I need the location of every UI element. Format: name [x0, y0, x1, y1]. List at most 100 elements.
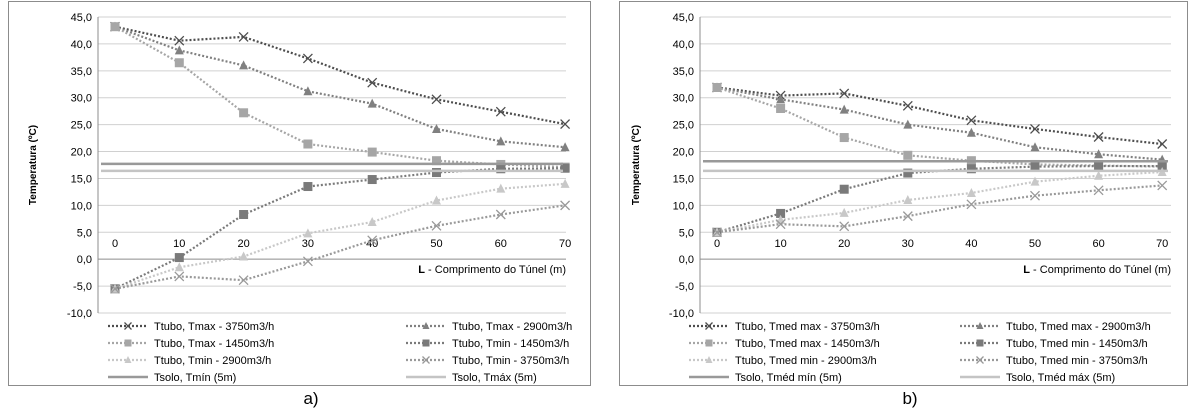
- data-point: [496, 164, 506, 174]
- data-point: [903, 194, 913, 204]
- series-line: [114, 204, 566, 290]
- legend-label: Ttubo, Tmax - 1450m3/h: [154, 338, 274, 350]
- data-point: [560, 119, 571, 130]
- data-point: [839, 104, 849, 114]
- data-point: [174, 271, 185, 282]
- data-point: [705, 322, 713, 330]
- data-point: [1030, 142, 1040, 152]
- y-tick-label: 5,0: [77, 227, 92, 239]
- legend-label: Ttubo, Tmax - 3750m3/h: [154, 321, 274, 333]
- series-line: [716, 170, 1163, 234]
- y-tick-label: 15,0: [673, 173, 694, 185]
- data-point: [495, 209, 506, 220]
- data-point: [367, 175, 377, 185]
- data-point: [239, 60, 249, 70]
- data-point: [367, 77, 378, 88]
- series-line: [114, 182, 566, 290]
- data-point: [110, 283, 120, 294]
- data-point: [966, 187, 976, 197]
- data-point: [174, 58, 184, 68]
- data-point: [302, 53, 313, 64]
- legend-label: Ttubo, Tmin - 3750m3/h: [452, 355, 569, 367]
- legend-entry: Ttubo, Tmax - 1450m3/h: [108, 338, 274, 350]
- x-tick-label: 60: [495, 238, 507, 250]
- data-point: [1094, 161, 1104, 171]
- data-point: [839, 184, 849, 194]
- data-point: [238, 275, 249, 286]
- data-point: [110, 22, 120, 32]
- data-point: [496, 136, 506, 146]
- data-point: [367, 217, 377, 227]
- data-point: [966, 164, 976, 174]
- data-point: [839, 133, 849, 143]
- data-point: [1030, 190, 1040, 201]
- data-point: [903, 119, 913, 129]
- legend-entry: Tsolo, Tmáx (5m): [406, 372, 537, 384]
- data-point: [560, 178, 570, 188]
- data-point: [422, 356, 430, 364]
- data-point: [432, 123, 441, 133]
- chart-frame: [8, 1, 591, 386]
- data-point: [776, 103, 786, 113]
- x-tick-label: 70: [559, 238, 571, 250]
- y-tick-label: 35,0: [673, 66, 694, 78]
- data-point: [1094, 170, 1104, 180]
- legend-entry: Tsolo, Tméd mín (5m): [689, 372, 842, 384]
- data-point: [239, 108, 249, 118]
- data-point: [560, 200, 571, 211]
- data-point: [976, 322, 984, 329]
- legend-label: Ttubo, Tmed max - 1450m3/h: [735, 338, 880, 350]
- y-tick-label: 25,0: [71, 120, 92, 132]
- y-axis-title: Temperatura (ºC): [631, 125, 642, 205]
- legend-label: Ttubo, Tmin - 2900m3/h: [154, 355, 271, 367]
- y-tick-label: 0,0: [679, 254, 694, 266]
- x-tick-label: 20: [237, 238, 249, 250]
- legend-entry: Ttubo, Tmin - 2900m3/h: [108, 355, 271, 367]
- data-point: [302, 256, 313, 267]
- data-point: [431, 94, 442, 105]
- x-tick-label: 30: [902, 238, 914, 250]
- y-tick-label: 0,0: [77, 254, 92, 266]
- y-tick-label: -5,0: [675, 281, 694, 293]
- data-point: [776, 208, 786, 218]
- data-point: [239, 251, 249, 261]
- data-point: [303, 228, 313, 238]
- legend-label: Ttubo, Tmed max - 2900m3/h: [1006, 321, 1151, 333]
- data-point: [1157, 161, 1167, 171]
- data-point: [1093, 132, 1104, 142]
- legend-label: Ttubo, Tmed min - 3750m3/h: [1006, 355, 1148, 367]
- data-point: [422, 322, 430, 329]
- data-point: [1030, 162, 1040, 172]
- x-tick-label: 40: [965, 238, 977, 250]
- data-point: [976, 339, 984, 347]
- data-point: [839, 207, 849, 217]
- y-tick-label: -10,0: [67, 308, 92, 320]
- legend-label: Tsolo, Tmáx (5m): [452, 372, 537, 384]
- y-tick-label: 10,0: [71, 200, 92, 212]
- data-point: [705, 356, 713, 363]
- legend-label: Ttubo, Tmed min - 2900m3/h: [735, 355, 877, 367]
- y-tick-label: 20,0: [673, 147, 694, 159]
- data-point: [966, 115, 977, 126]
- data-point: [124, 339, 132, 347]
- series-line: [114, 25, 566, 149]
- data-point: [431, 220, 442, 231]
- x-tick-label: 20: [838, 238, 850, 250]
- data-point: [496, 183, 506, 193]
- y-tick-label: 20,0: [71, 147, 92, 159]
- legend-entry: Ttubo, Tmax - 3750m3/h: [108, 321, 274, 333]
- y-tick-label: 10,0: [673, 200, 694, 212]
- y-tick-label: -10,0: [669, 308, 694, 320]
- data-point: [1157, 180, 1168, 191]
- legend-entry: Tsolo, Tméd máx (5m): [960, 372, 1115, 384]
- x-tick-label: 10: [173, 238, 185, 250]
- data-point: [303, 139, 313, 149]
- data-point: [495, 106, 506, 117]
- x-tick-label: 30: [302, 238, 314, 250]
- data-point: [902, 100, 913, 111]
- series-line: [716, 184, 1163, 234]
- data-point: [560, 163, 570, 173]
- x-tick-label: 50: [1029, 238, 1041, 250]
- y-tick-label: 25,0: [673, 120, 694, 132]
- data-point: [1030, 123, 1040, 134]
